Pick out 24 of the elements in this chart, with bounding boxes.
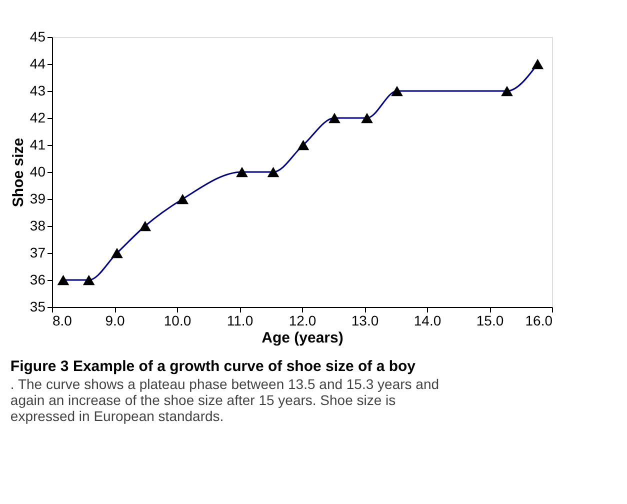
x-tick-label: 8.0 xyxy=(52,312,72,328)
y-tick-label: 41 xyxy=(30,136,46,152)
x-tick-label: 10.0 xyxy=(164,312,192,328)
x-tick-label: 14.0 xyxy=(414,312,442,328)
x-tick-label: 16.0 xyxy=(525,312,553,328)
y-tick-label: 35 xyxy=(30,298,46,314)
y-axis-title: Shoe size xyxy=(10,138,27,208)
y-tick-label: 42 xyxy=(30,110,46,126)
x-tick-label: 11.0 xyxy=(226,312,254,328)
y-tick-label: 36 xyxy=(30,272,46,288)
y-tick-label: 44 xyxy=(30,56,46,72)
y-tick-label: 40 xyxy=(30,164,46,180)
x-axis-title: Age (years) xyxy=(262,330,344,346)
y-tick-label: 37 xyxy=(30,244,46,260)
y-tick-label: 43 xyxy=(30,82,46,98)
y-tick-label: 39 xyxy=(30,190,46,206)
x-tick-label: 13.0 xyxy=(351,312,379,328)
text: . The curve shows a plateau phase between 13.5 and 15.3 years and again an increase of the shoe size after 15 years. Shoe size is expressed in European standards. xyxy=(10,376,440,424)
y-tick-label: 38 xyxy=(30,218,46,234)
y-tick-label: 45 xyxy=(30,28,46,44)
x-tick-label: 15.0 xyxy=(476,312,504,328)
x-tick-label: 12.0 xyxy=(288,312,316,328)
text: Figure 3 Example of a growth curve of shoe size of a boy xyxy=(10,358,416,375)
x-tick-label: 9.0 xyxy=(105,312,125,328)
